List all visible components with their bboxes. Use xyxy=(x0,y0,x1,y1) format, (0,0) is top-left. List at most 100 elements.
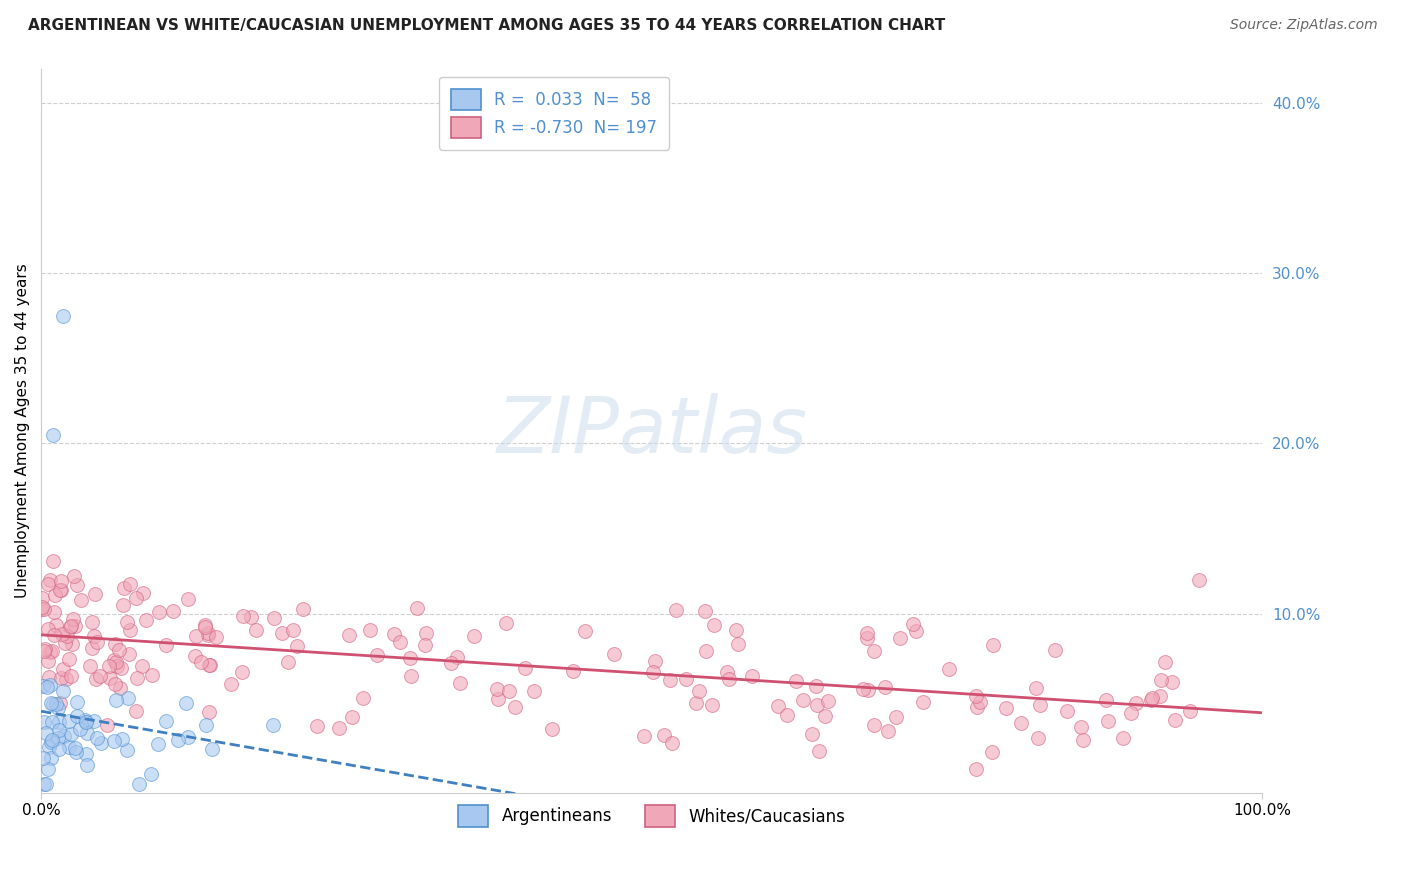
Point xyxy=(232,608,254,623)
Point xyxy=(1069,720,1091,734)
Point xyxy=(245,623,267,637)
Point xyxy=(1125,696,1147,710)
Point xyxy=(981,638,1004,652)
Point xyxy=(1139,693,1161,707)
Point xyxy=(1149,690,1171,704)
Point xyxy=(131,658,153,673)
Point xyxy=(184,629,207,643)
Point xyxy=(337,628,360,642)
Point xyxy=(125,671,148,685)
Point xyxy=(37,681,59,695)
Point xyxy=(198,657,221,672)
Point xyxy=(103,637,125,651)
Point xyxy=(633,729,655,743)
Text: ARGENTINEAN VS WHITE/CAUCASIAN UNEMPLOYMENT AMONG AGES 35 TO 44 YEARS CORRELATIO: ARGENTINEAN VS WHITE/CAUCASIAN UNEMPLOYM… xyxy=(28,18,945,33)
Point xyxy=(55,672,77,686)
Point xyxy=(167,733,190,747)
Point xyxy=(80,640,103,655)
Point xyxy=(685,696,707,710)
Point xyxy=(382,626,405,640)
Point xyxy=(969,695,991,709)
Point xyxy=(105,655,128,669)
Point xyxy=(31,751,53,765)
Point xyxy=(39,751,62,765)
Point xyxy=(148,737,170,751)
Point xyxy=(1045,642,1067,657)
Point xyxy=(42,427,65,442)
Point xyxy=(603,647,626,661)
Point xyxy=(60,637,83,651)
Point xyxy=(132,586,155,600)
Point xyxy=(201,741,224,756)
Point xyxy=(305,719,328,733)
Point xyxy=(1010,716,1032,731)
Point xyxy=(399,650,422,665)
Point xyxy=(90,736,112,750)
Point xyxy=(103,653,125,667)
Point xyxy=(661,736,683,750)
Point xyxy=(58,739,80,754)
Point xyxy=(46,700,69,714)
Point xyxy=(231,665,253,680)
Point xyxy=(814,709,837,723)
Point xyxy=(105,659,128,673)
Y-axis label: Unemployment Among Ages 35 to 44 years: Unemployment Among Ages 35 to 44 years xyxy=(15,263,30,598)
Point xyxy=(806,679,828,693)
Point xyxy=(41,714,63,729)
Point xyxy=(155,714,177,728)
Point xyxy=(42,697,65,711)
Point xyxy=(1071,733,1094,747)
Point xyxy=(1153,655,1175,669)
Point xyxy=(48,741,70,756)
Point xyxy=(1160,675,1182,690)
Point xyxy=(112,581,135,595)
Point xyxy=(35,777,58,791)
Point xyxy=(59,727,82,741)
Point xyxy=(63,569,86,583)
Point xyxy=(198,705,221,719)
Point xyxy=(37,763,59,777)
Point xyxy=(980,745,1002,759)
Point xyxy=(498,683,520,698)
Text: ZIPatlas: ZIPatlas xyxy=(496,392,807,468)
Point xyxy=(66,695,89,709)
Point xyxy=(48,715,70,730)
Point xyxy=(45,618,67,632)
Point xyxy=(32,602,55,616)
Point xyxy=(239,610,262,624)
Point xyxy=(415,625,437,640)
Point xyxy=(56,629,79,643)
Point xyxy=(39,574,62,588)
Point xyxy=(105,692,128,706)
Point xyxy=(60,669,83,683)
Point xyxy=(995,701,1018,715)
Point xyxy=(938,662,960,676)
Point xyxy=(53,729,76,743)
Point xyxy=(51,583,73,598)
Point xyxy=(1121,706,1143,720)
Point xyxy=(194,620,217,634)
Point xyxy=(703,618,725,632)
Point xyxy=(76,725,98,739)
Point xyxy=(49,574,72,588)
Point xyxy=(73,714,96,728)
Point xyxy=(911,695,934,709)
Point xyxy=(52,309,75,323)
Point xyxy=(807,743,830,757)
Point xyxy=(34,777,56,791)
Point xyxy=(1056,704,1078,718)
Point xyxy=(41,644,63,658)
Point xyxy=(38,670,60,684)
Point xyxy=(66,709,89,723)
Point xyxy=(716,665,738,679)
Point xyxy=(75,747,97,761)
Point xyxy=(38,739,60,754)
Point xyxy=(905,624,928,638)
Point xyxy=(449,676,471,690)
Point xyxy=(45,698,67,712)
Point xyxy=(177,730,200,744)
Point xyxy=(139,767,162,781)
Point xyxy=(413,638,436,652)
Point xyxy=(1164,713,1187,727)
Point xyxy=(51,672,73,686)
